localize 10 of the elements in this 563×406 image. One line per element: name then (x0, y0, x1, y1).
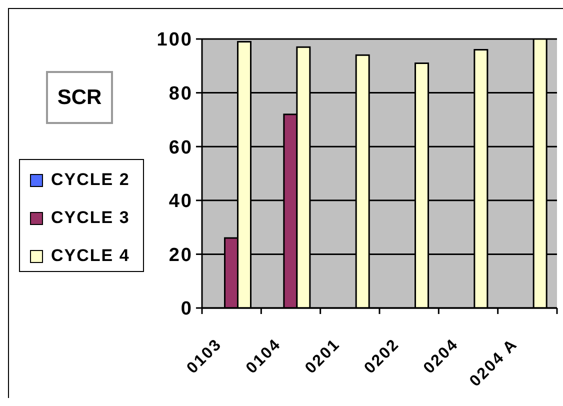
y-tick-label: 40 (168, 190, 192, 212)
y-tick-label: 20 (168, 244, 192, 266)
y-tick-label: 0 (180, 298, 192, 320)
y-tick-label: 80 (168, 83, 192, 104)
y-tick-label: 100 (156, 29, 192, 50)
text: SCR (57, 86, 102, 110)
legend-label: CYCLE 3 (51, 208, 130, 228)
legend-label: CYCLE 2 (51, 170, 130, 190)
legend-label: CYCLE 4 (51, 246, 130, 266)
y-tick-label: 60 (168, 136, 192, 158)
